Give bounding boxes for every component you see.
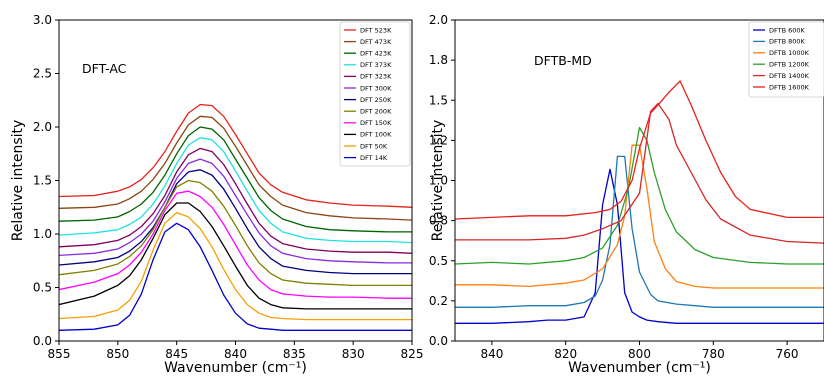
- legend-entry: DFT 100K: [360, 131, 392, 139]
- legend-entry: DFT 14K: [360, 154, 388, 162]
- y-axis-title: Relative intensity: [10, 120, 26, 242]
- legend-entry: DFT 523K: [360, 26, 392, 34]
- legend-entry: DFT 250K: [360, 96, 392, 104]
- y-tick-label: 1.8: [429, 53, 448, 67]
- y-tick-label: 3.0: [33, 13, 52, 27]
- series-line-5: [455, 102, 824, 244]
- series-line-2: [455, 155, 824, 308]
- x-tick-label: 760: [776, 347, 799, 361]
- y-tick-label: 0.2: [429, 294, 448, 308]
- legend-entry: DFTB 1400K: [769, 72, 810, 80]
- series-line-12: [59, 222, 412, 331]
- legend-entry: DFT 373K: [360, 61, 392, 69]
- series-line-1: [455, 168, 824, 324]
- series-line-6: [455, 80, 824, 220]
- legend-entry: DFT 200K: [360, 108, 392, 116]
- legend-entry: DFT 423K: [360, 50, 392, 58]
- series-line-4: [59, 137, 412, 244]
- y-tick-label: 2.0: [429, 13, 448, 27]
- legend: DFTB 600K DFTB 800K DFTB 1000K DFTB 1200K DF…: [748, 21, 824, 98]
- x-tick-label: 780: [702, 347, 725, 361]
- series-line-3: [455, 144, 824, 289]
- legend-entry: DFT 50K: [360, 142, 388, 150]
- x-tick-label: 820: [554, 347, 577, 361]
- legend-entry: DFT 300K: [360, 84, 392, 92]
- x-tick-label: 800: [628, 347, 651, 361]
- legend-entry: DFTB 1600K: [769, 83, 810, 91]
- chart-panel-1: 855 850 845 840 835 830 825 0.0 0.5 1.0 1.5 2.0 2.5 3…: [10, 13, 423, 376]
- series-line-11: [59, 211, 412, 321]
- series-line-9: [59, 190, 412, 299]
- legend-entry: DFT 473K: [360, 38, 392, 46]
- legend-box: [339, 21, 411, 167]
- x-tick-label: 840: [480, 347, 503, 361]
- x-axis-title: Wavenumber (cm⁻¹): [164, 360, 307, 376]
- legend-entry: DFT 150K: [360, 119, 392, 127]
- y-tick-label: 0.0: [429, 334, 448, 348]
- y-tick-label: 0.5: [429, 254, 448, 268]
- x-tick-label: 825: [401, 347, 424, 361]
- series-line-3: [59, 126, 412, 233]
- legend-entry: DFTB 600K: [769, 26, 806, 34]
- y-tick-label: 1.5: [429, 93, 448, 107]
- series-group: [455, 80, 824, 324]
- y-tick-label: 2.5: [33, 67, 52, 81]
- y-axis-title: Relative intensity: [430, 120, 446, 242]
- series-line-8: [59, 179, 412, 287]
- x-axis-title: Wavenumber (cm⁻¹): [568, 360, 711, 376]
- series-line-6: [59, 158, 412, 264]
- y-tick-label: 0.8: [429, 214, 448, 228]
- x-tick-label: 830: [342, 347, 365, 361]
- chart-panel-2: 840 820 800 780 760 0.0 0.2 0.5 0.8 1.0 1.2 1.5 1.8 2…: [429, 13, 824, 376]
- x-tick-label: 850: [106, 347, 129, 361]
- x-tick-label: 835: [283, 347, 306, 361]
- legend: DFT 523K DFT 473K DFT 423K DFT 373K DFT 323K…: [339, 21, 411, 167]
- y-tick-label: 1.0: [429, 174, 448, 188]
- legend-box: [748, 21, 824, 98]
- legend-entry: DFTB 1000K: [769, 49, 810, 57]
- x-tick-label: 855: [48, 347, 71, 361]
- y-tick-label: 1.2: [429, 133, 448, 147]
- x-tick-label: 845: [165, 347, 188, 361]
- x-tick-label: 840: [224, 347, 247, 361]
- y-tick-label: 2.0: [33, 120, 52, 134]
- legend-entry: DFTB 800K: [769, 38, 806, 46]
- series-group: [59, 103, 412, 331]
- y-tick-label: 0.0: [33, 334, 52, 348]
- y-tick-label: 0.5: [33, 281, 52, 295]
- series-line-7: [59, 169, 412, 275]
- series-line-5: [59, 147, 412, 254]
- series-line-10: [59, 202, 412, 310]
- legend-entry: DFTB 1200K: [769, 61, 810, 69]
- series-line-4: [455, 126, 824, 265]
- legend-entry: DFT 323K: [360, 73, 392, 81]
- y-tick-label: 1.5: [33, 174, 52, 188]
- series-line-1: [59, 103, 412, 208]
- panel-annotation: DFTB-MD: [534, 53, 592, 68]
- series-line-2: [59, 115, 412, 221]
- y-tick-label: 1.0: [33, 227, 52, 241]
- panel-annotation: DFT-AC: [82, 61, 127, 76]
